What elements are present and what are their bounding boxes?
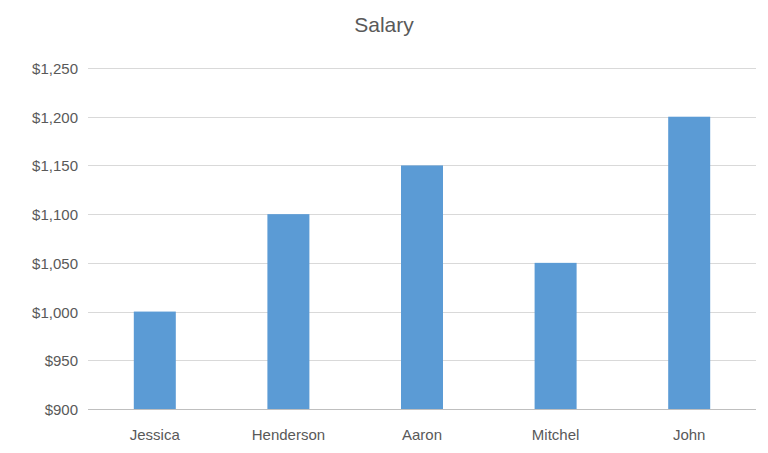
page: {"chart_data": {"type": "bar", "title": … bbox=[0, 0, 768, 453]
x-tick-label: Henderson bbox=[252, 426, 325, 443]
y-tick-label: $1,150 bbox=[32, 157, 78, 174]
y-tick-label: $950 bbox=[45, 352, 78, 369]
bar bbox=[535, 263, 577, 409]
bar bbox=[668, 117, 710, 409]
bar bbox=[134, 312, 176, 409]
y-tick-label: $1,200 bbox=[32, 109, 78, 126]
grid bbox=[88, 69, 756, 410]
x-tick-labels: Jessica Henderson Aaron Mitchel John bbox=[130, 426, 706, 443]
chart-svg: Salary $900 $950 $1,000 $1,050 $1,100 $1,150 $1… bbox=[0, 0, 768, 453]
y-tick-labels: $900 $950 $1,000 $1,050 $1,100 $1,150 $1,200 $1… bbox=[32, 60, 78, 418]
x-tick-label: Mitchel bbox=[532, 426, 580, 443]
chart-container: Salary $900 $950 $1,000 $1,050 $1,100 $1,150 $1… bbox=[0, 0, 768, 453]
x-tick-label: Aaron bbox=[402, 426, 442, 443]
y-tick-label: $1,100 bbox=[32, 206, 78, 223]
grid-line bbox=[88, 68, 756, 69]
bar bbox=[401, 165, 443, 409]
x-axis-line bbox=[88, 409, 756, 410]
chart-title: Salary bbox=[354, 13, 414, 36]
grid-line bbox=[88, 117, 756, 118]
y-tick-label: $900 bbox=[45, 401, 78, 418]
x-tick-label: John bbox=[673, 426, 706, 443]
y-tick-label: $1,050 bbox=[32, 255, 78, 272]
y-tick-label: $1,000 bbox=[32, 304, 78, 321]
y-tick-label: $1,250 bbox=[32, 60, 78, 77]
bar bbox=[267, 214, 309, 409]
bars bbox=[134, 117, 710, 409]
x-tick-label: Jessica bbox=[130, 426, 181, 443]
